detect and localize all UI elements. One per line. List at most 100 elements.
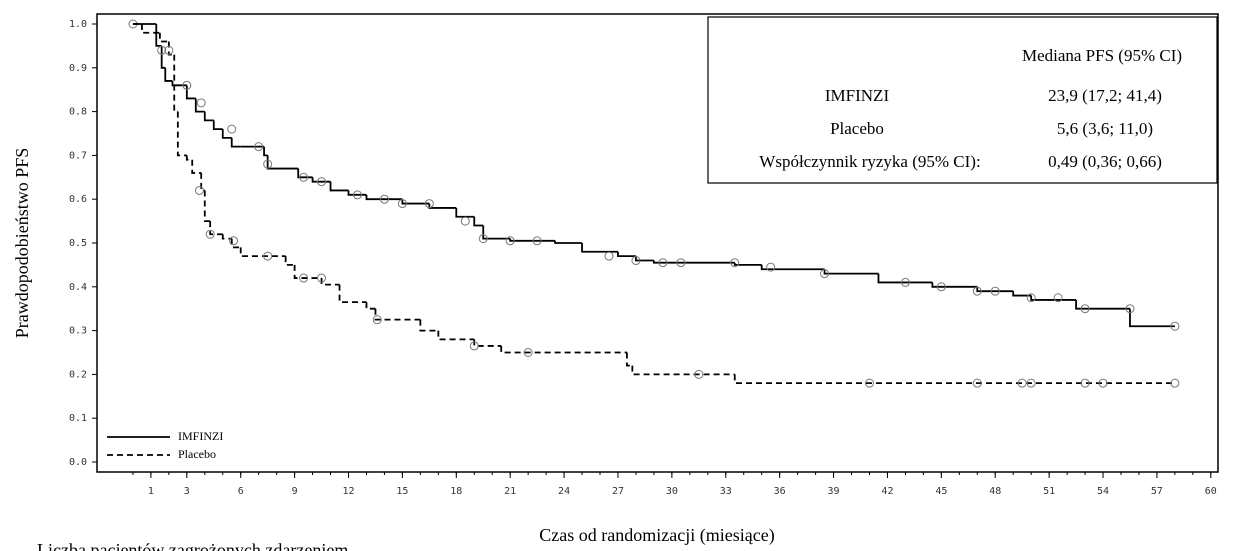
survival-step	[203, 111, 214, 122]
stats-box	[707, 16, 1218, 184]
survival-step	[203, 190, 211, 222]
y-tick-label: 0.6	[69, 194, 87, 205]
y-tick-label: 0.7	[69, 150, 87, 161]
survival-step	[760, 264, 825, 271]
censor-mark	[505, 236, 515, 246]
censor-mark	[864, 378, 874, 388]
censor-mark	[424, 199, 434, 209]
censor-mark	[972, 378, 982, 388]
survival-step	[482, 225, 511, 240]
survival-step	[320, 278, 340, 286]
censor-mark	[229, 236, 239, 246]
stats-value: 5,6 (3,6; 11,0)	[1057, 119, 1153, 138]
x-tick-label: 39	[828, 486, 840, 497]
survival-step	[347, 190, 367, 196]
x-tick-label: 33	[720, 486, 732, 497]
survival-step	[212, 120, 223, 131]
survival-step	[653, 260, 735, 264]
survival-step	[155, 24, 162, 47]
survival-step	[509, 238, 556, 242]
survival-step	[631, 365, 735, 376]
y-tick-label: 0.4	[69, 282, 87, 293]
y-tick-label: 0.1	[69, 413, 87, 424]
survival-step	[374, 308, 421, 321]
censor-mark	[263, 251, 273, 261]
censor-mark	[352, 190, 362, 200]
x-axis-label: Czas od randomizacji (miesiące)	[539, 525, 774, 546]
censor-mark	[658, 258, 668, 268]
censor-mark	[227, 124, 237, 134]
survival-step	[473, 216, 484, 227]
survival-step	[437, 330, 475, 341]
survival-step	[1129, 308, 1175, 328]
survival-step	[581, 243, 618, 253]
censor-mark	[1170, 321, 1180, 331]
x-tick-label: 36	[774, 486, 786, 497]
censor-mark	[936, 282, 946, 292]
censor-mark	[478, 234, 488, 244]
survival-step	[239, 247, 286, 258]
survival-step	[160, 45, 166, 69]
censor-mark	[990, 286, 1000, 296]
censor-mark	[1098, 378, 1108, 388]
y-axis-label: Prawdopodobieństwo PFS	[12, 148, 32, 339]
censor-mark	[1080, 304, 1090, 314]
survival-step	[209, 221, 223, 236]
survival-step	[554, 240, 583, 244]
survival-step	[158, 32, 169, 43]
survival-step	[185, 85, 196, 100]
censor-mark	[631, 256, 641, 266]
y-tick-label: 0.9	[69, 63, 87, 74]
survival-step	[230, 137, 241, 148]
stats-label: Współczynnik ryzyka (95% CI):	[759, 152, 980, 171]
censor-mark	[469, 341, 479, 351]
survival-step	[171, 80, 187, 87]
y-tick-label: 0.3	[69, 326, 87, 337]
y-tick-label: 0.5	[69, 238, 87, 249]
survival-step	[733, 262, 762, 266]
survival-step	[823, 269, 879, 275]
x-tick-label: 9	[292, 486, 298, 497]
x-tick-label: 15	[396, 486, 408, 497]
x-tick-label: 30	[666, 486, 678, 497]
censor-mark	[194, 185, 204, 195]
survival-step	[329, 181, 349, 192]
censor-mark	[1170, 378, 1180, 388]
survival-step	[200, 172, 205, 192]
stats-label: Placebo	[830, 119, 884, 138]
x-tick-label: 42	[881, 486, 893, 497]
x-tick-label: 6	[238, 486, 244, 497]
survival-step	[455, 207, 475, 218]
x-tick-label: 27	[612, 486, 624, 497]
x-tick-label: 24	[558, 486, 570, 497]
censor-mark	[263, 159, 273, 169]
censor-mark	[164, 45, 174, 55]
censor-mark	[1053, 293, 1063, 303]
censor-mark	[372, 315, 382, 325]
censor-mark	[604, 251, 614, 261]
censor-mark	[299, 273, 309, 283]
x-tick-label: 57	[1151, 486, 1163, 497]
censor-mark	[730, 258, 740, 268]
survival-step	[297, 168, 313, 179]
survival-step	[194, 98, 205, 113]
survival-step	[1012, 291, 1032, 297]
survival-step	[1075, 299, 1130, 310]
censor-mark	[820, 269, 830, 279]
y-tick-label: 0.0	[69, 457, 87, 468]
censor-mark	[1080, 378, 1090, 388]
survival-step	[976, 286, 1014, 293]
censor-mark	[1026, 293, 1036, 303]
survival-step	[931, 282, 978, 288]
x-tick-label: 18	[450, 486, 462, 497]
survival-step	[626, 352, 633, 367]
survival-step	[877, 273, 933, 284]
censor-mark	[460, 216, 470, 226]
censor-mark	[972, 286, 982, 296]
censor-mark	[196, 98, 206, 108]
survival-step	[263, 146, 268, 157]
censor-mark	[317, 273, 327, 283]
survival-step	[266, 155, 299, 170]
survival-step	[191, 159, 202, 174]
